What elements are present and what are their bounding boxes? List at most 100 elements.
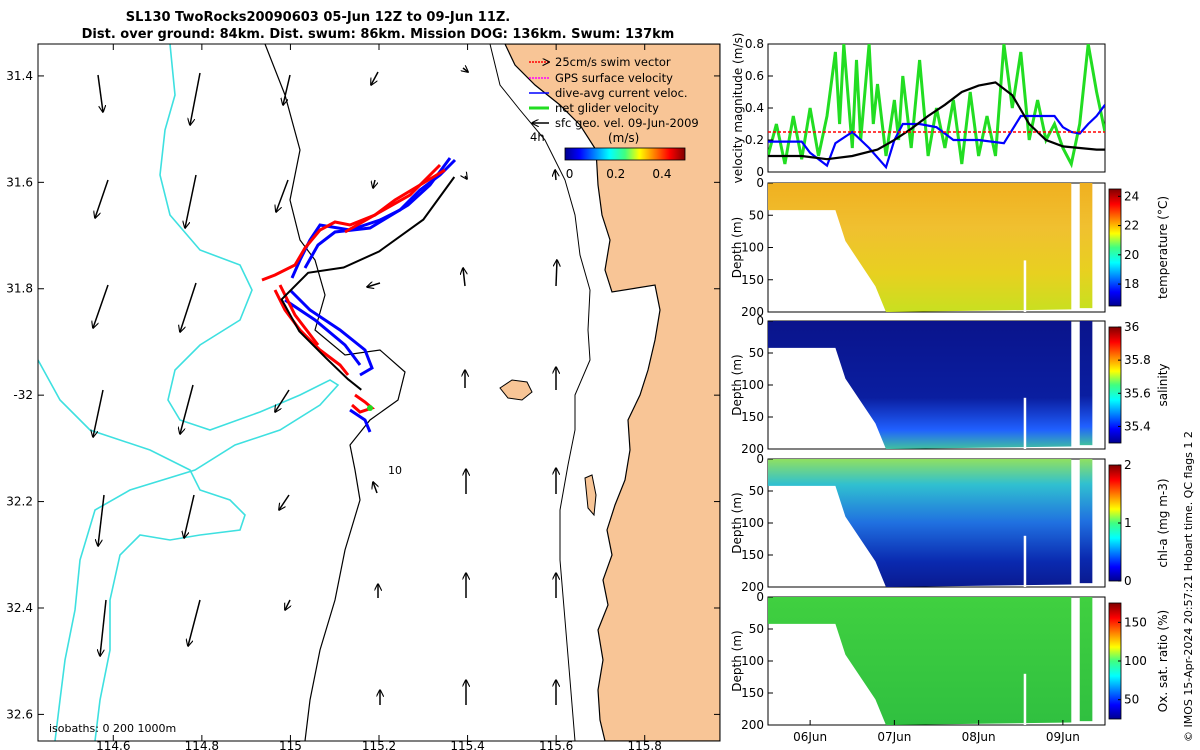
section-colorbar-tick-label: 24: [1124, 189, 1139, 203]
section-y-tick-label: 0: [756, 452, 764, 466]
section-data: [768, 183, 1072, 312]
speed-colorbar-ticks: 0 0.2 0.4: [566, 167, 672, 181]
title-line-1: SL130 TwoRocks20090603 05-Jun 12Z to 09-…: [126, 10, 511, 25]
map-y-tick-label: -32: [13, 388, 33, 402]
isobath-200m: [54, 44, 340, 741]
legend-geo: sfc geo. vel. 09-Jun-2009: [532, 116, 699, 130]
map-y-tick-label: 32.4: [6, 601, 33, 615]
section-colorbar-label: salinity: [1156, 363, 1170, 406]
title-line-2: Dist. over ground: 84km. Dist. swum: 86k…: [82, 27, 675, 42]
time-tick-label: 06Jun: [793, 730, 827, 744]
section-colorbar-tick-label: 150: [1124, 615, 1147, 629]
time-axis: 06Jun 07Jun 08Jun 09Jun: [793, 720, 1080, 744]
section-y-tick-label: 150: [741, 686, 764, 700]
chlorophyll-section: 0 50 100 150 200 Depth (m) 0 1 2 chl-a (mg m-3): [730, 452, 1170, 594]
section-y-tick-label: 100: [741, 516, 764, 530]
section-y-tick-label: 150: [741, 548, 764, 562]
temperature-section: 0 50 100 150 200 Depth (m) 18 20 22 24 temperature…: [730, 176, 1170, 319]
velocity-y-tick-label: 0: [756, 165, 764, 179]
glider-track: [280, 176, 456, 391]
map-legend: 25cm/s swim vector GPS surface velocity …: [529, 55, 699, 181]
section-colorbar-tick-label: 18: [1124, 277, 1139, 291]
section-y-tick-label: 50: [749, 208, 764, 222]
velocity-series: [768, 44, 1105, 170]
map-panel: 114.6 114.8 115 115.2 115.4 115.6 115.8 31.431…: [6, 43, 721, 750]
section-y-tick-label: 0: [756, 176, 764, 190]
section-colorbar-tick-label: 36: [1124, 320, 1139, 334]
svg-text:GPS surface velocity: GPS surface velocity: [555, 71, 673, 85]
svg-text:sfc geo. vel. 09-Jun-2009: sfc geo. vel. 09-Jun-2009: [555, 116, 699, 130]
salinity-section: 0 50 100 150 200 Depth (m) 35.4 35.6 35.8 36 salin…: [730, 314, 1170, 456]
map-y-tick-label: 32.6: [6, 707, 33, 721]
svg-text:dive-avg current veloc.: dive-avg current veloc.: [555, 86, 688, 100]
geo-velocity-arrows: [93, 68, 557, 705]
section-y-tick-label: 200: [741, 305, 764, 319]
section-data-strip: [1079, 321, 1093, 446]
section-y-tick-label: 0: [756, 314, 764, 328]
velocity-series-net-current: [768, 81, 1105, 161]
section-y-tick-label: 50: [749, 622, 764, 636]
section-colorbar-tick-label: 50: [1124, 693, 1139, 707]
section-ylabel: Depth (m): [730, 630, 744, 691]
velocity-panel: 0 0.2 0.4 0.6 0.8 velocity magnitude (m/s): [731, 33, 1106, 183]
section-data-strip: [1079, 183, 1093, 309]
section-y-tick-label: 150: [741, 273, 764, 287]
map-x-tick-label: 115: [279, 739, 302, 750]
section-colorbar: [1108, 326, 1122, 444]
section-colorbar-label: temperature (°C): [1156, 196, 1170, 299]
section-y-tick-label: 50: [749, 346, 764, 360]
speed-colorbar-tick-label: 0.2: [606, 167, 625, 181]
map-x-tick-label: 115.2: [362, 739, 396, 750]
section-colorbar-tick-label: 2: [1124, 458, 1132, 472]
island-rottnest: [499, 379, 533, 401]
section-y-tick-label: 50: [749, 484, 764, 498]
section-ylabel: Depth (m): [730, 354, 744, 415]
isobath-0m: [489, 44, 591, 741]
map-x-tick-label: 114.6: [96, 739, 130, 750]
section-colorbar-label: Ox. sat. ratio (%): [1156, 610, 1170, 712]
section-y-tick-label: 200: [741, 442, 764, 456]
section-y-tick-label: 100: [741, 654, 764, 668]
legend-swim: 25cm/s swim vector: [529, 55, 671, 69]
section-colorbar-tick-label: 0: [1124, 574, 1132, 588]
velocity-y-tick-label: 0.6: [745, 69, 764, 83]
map-x-axis: 114.6 114.8 115 115.2 115.4 115.6 115.8: [96, 44, 662, 750]
section-data: [768, 321, 1072, 449]
svg-text:net glider velocity: net glider velocity: [555, 101, 659, 115]
velocity-y-tick-label: 0.8: [745, 37, 764, 51]
velocity-y-axis: 0 0.2 0.4 0.6 0.8: [745, 37, 773, 179]
section-colorbar-tick-label: 35.4: [1124, 419, 1151, 433]
map-y-tick-label: 32.2: [6, 495, 33, 509]
oxygen-section: 0 50 100 150 200 Depth (m) 50 100 150 Ox. sat. ra…: [730, 590, 1170, 732]
map-y-tick-label: 31.8: [6, 282, 33, 296]
section-colorbar-tick-label: 35.8: [1124, 353, 1151, 367]
isobaths-label: isobaths: 0 200 1000m: [49, 722, 176, 735]
section-data: [768, 597, 1072, 725]
map-y-tick-label: 31.6: [6, 175, 33, 189]
speed-colorbar-tick-label: 0: [566, 167, 574, 181]
island-garden: [584, 474, 597, 517]
section-y-tick-label: 0: [756, 590, 764, 604]
section-colorbar-tick-label: 1: [1124, 516, 1132, 530]
isobath-1000m: [264, 44, 406, 741]
credit-text: © IMOS 15-Apr-2024 20:57:21 Hobart time.…: [1182, 431, 1195, 742]
section-data-strip: [1079, 459, 1093, 584]
map-x-tick-label: 115.8: [628, 739, 662, 750]
section-colorbar-tick-label: 20: [1124, 248, 1139, 262]
section-colorbar-tick-label: 22: [1124, 219, 1139, 233]
section-colorbar-label: chl-a (mg m-3): [1156, 478, 1170, 567]
section-y-tick-label: 150: [741, 410, 764, 424]
section-ylabel: Depth (m): [730, 492, 744, 553]
time-tick-label: 07Jun: [877, 730, 911, 744]
map-x-tick-label: 115.6: [539, 739, 573, 750]
isobath-200m-2: [38, 359, 246, 741]
speed-colorbar-tick-label: 0.4: [652, 167, 671, 181]
section-y-tick-label: 100: [741, 378, 764, 392]
map-x-tick-label: 114.8: [185, 739, 219, 750]
velocity-series-dive-avg-current-veloc-: [768, 104, 1105, 170]
contour-label-10: 10: [388, 464, 402, 477]
svg-text:25cm/s swim vector: 25cm/s swim vector: [555, 55, 671, 69]
map-y-tick-label: 31.4: [6, 69, 33, 83]
